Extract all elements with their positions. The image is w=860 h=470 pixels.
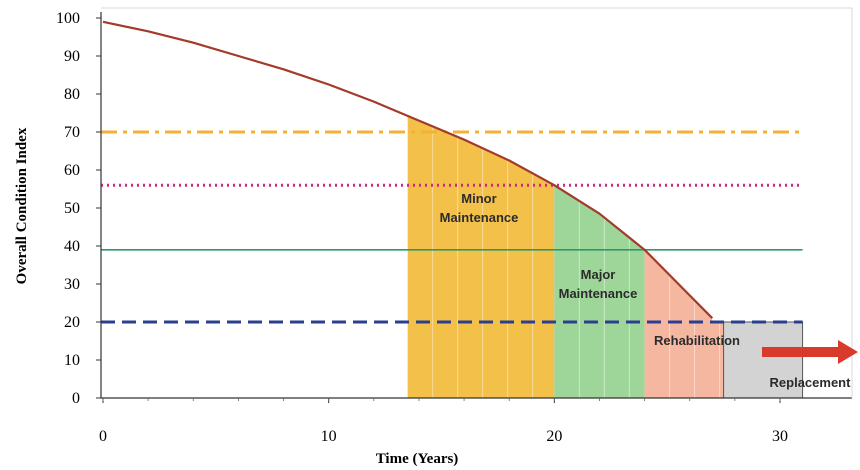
x-tick-label: 30 — [772, 428, 788, 445]
x-tick-label: 20 — [546, 428, 562, 445]
zone-label-replacement: Replacement — [770, 375, 852, 390]
zone-label-major-maintenance: Major Maintenance — [559, 267, 638, 301]
y-tick-label: 60 — [64, 162, 80, 179]
x-tick-label: 0 — [99, 428, 107, 445]
threshold-lines — [101, 130, 803, 324]
condition-curve — [102, 20, 714, 319]
y-tick-label: 100 — [56, 10, 80, 27]
replacement-arrow-icon — [762, 340, 858, 364]
x-tick-label: 10 — [321, 428, 337, 445]
y-tick-label: 10 — [64, 352, 80, 369]
axes: 0 10 20 30 40 50 60 70 80 90 100 0 10 20 30 — [56, 7, 853, 445]
zone-label-minor-maintenance: Minor Maintenance — [440, 191, 519, 225]
y-tick-label: 70 — [64, 124, 80, 141]
y-tick-label: 40 — [64, 238, 80, 255]
y-axis-title: Overall Condition Index — [14, 127, 30, 284]
zone-replacement — [723, 322, 803, 398]
zone-rehabilitation — [644, 249, 724, 398]
condition-line — [102, 20, 714, 319]
treatment-zones — [407, 115, 804, 399]
y-tick-label: 80 — [64, 86, 80, 103]
y-tick-label: 20 — [64, 314, 80, 331]
y-tick-label: 90 — [64, 48, 80, 65]
y-tick-label: 0 — [72, 390, 80, 407]
y-tick-label: 50 — [64, 200, 80, 217]
zone-major-maintenance — [554, 185, 645, 398]
y-tick-label: 30 — [64, 276, 80, 293]
zone-labels: Minor Maintenance Major Maintenance Rehabili… — [440, 191, 858, 390]
x-axis-title: Time (Years) — [376, 451, 459, 467]
zone-label-rehabilitation: Rehabilitation — [654, 333, 740, 348]
